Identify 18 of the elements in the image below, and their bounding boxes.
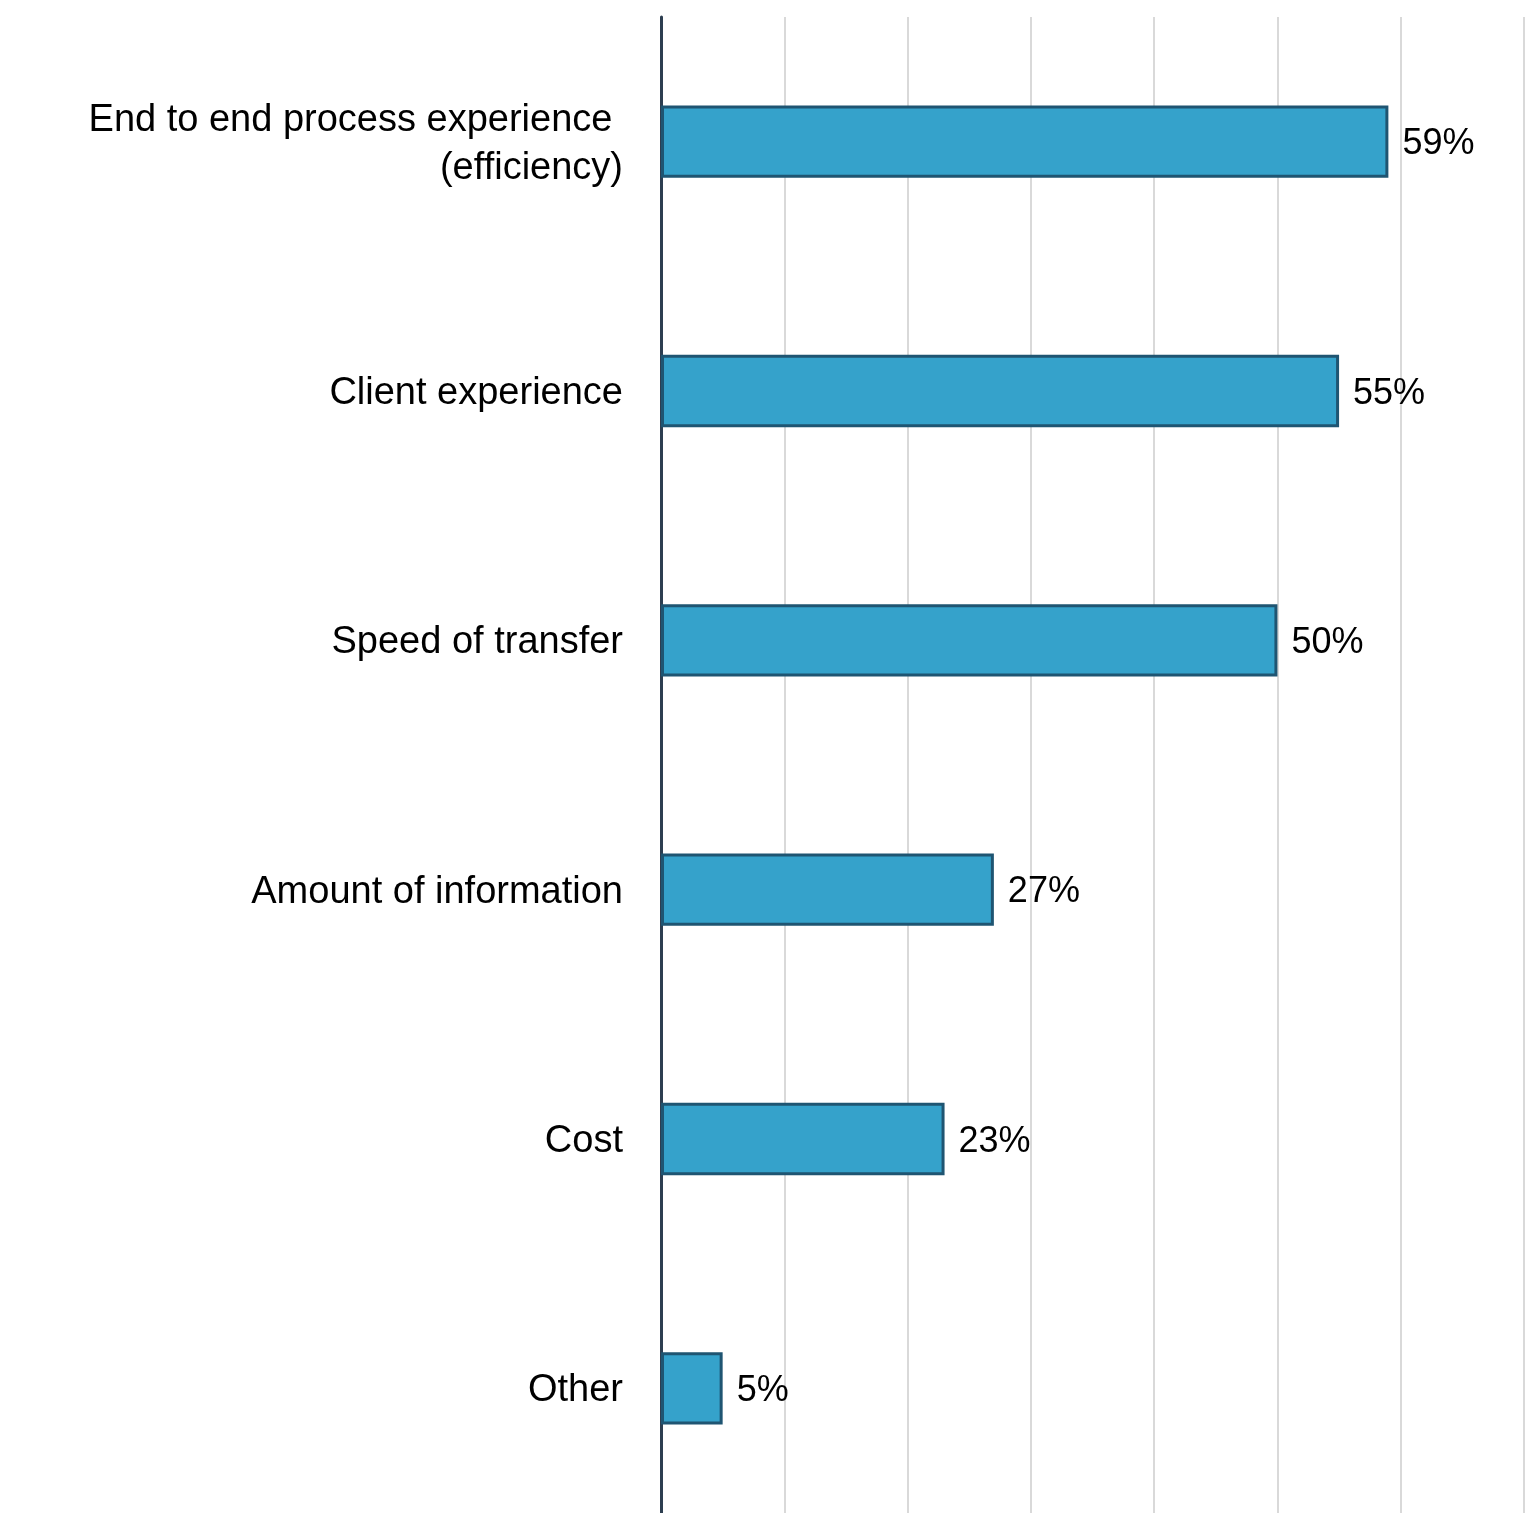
y-tick-label: Client experience [329,370,623,412]
data-label: 50% [1291,619,1364,661]
data-label: 23% [958,1118,1031,1160]
bar [661,1352,723,1425]
bar [661,105,1389,178]
data-label: 59% [1402,121,1475,163]
y-tick-label: Amount of information [251,868,623,911]
y-tick-label: Speed of transfer [331,619,624,662]
y-tick-label: Cost [544,1118,624,1160]
y-tick-label: End to end process experience (efficiency) [88,96,623,187]
data-label: 55% [1353,370,1426,412]
data-label: 5% [736,1367,789,1409]
bar [661,604,1278,677]
bar [661,354,1340,428]
data-label: 27% [1007,869,1080,911]
bar [661,853,994,926]
bar [661,1102,945,1176]
y-tick-label: Other [527,1367,624,1410]
